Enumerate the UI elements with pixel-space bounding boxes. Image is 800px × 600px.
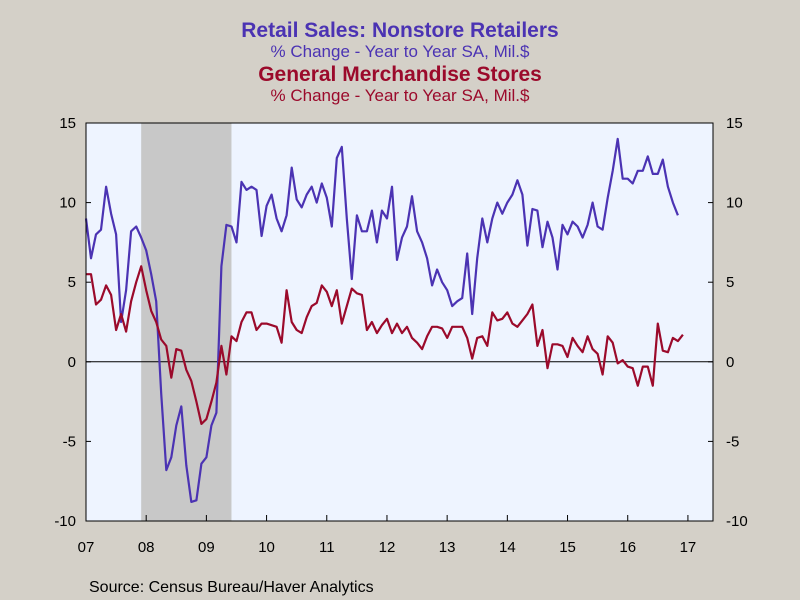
series-lines: [84, 137, 684, 503]
x-tick-label: 08: [138, 539, 155, 556]
y-tick-label-left: 0: [68, 354, 76, 371]
series-line-1: [84, 137, 679, 503]
y-tick-label-right: -10: [726, 513, 748, 530]
x-tick-label: 07: [78, 539, 95, 556]
x-tick-label: 12: [379, 539, 396, 556]
x-tick-label: 09: [198, 539, 215, 556]
y-tick-label-left: -10: [54, 513, 76, 530]
x-tick-label: 14: [499, 539, 516, 556]
series-1-title: Retail Sales: Nonstore Retailers: [241, 19, 559, 42]
series-2-subtitle: % Change - Year to Year SA, Mil.$: [270, 86, 530, 105]
y-tick-label-right: 15: [726, 115, 743, 132]
y-tick-label-right: 0: [726, 354, 734, 371]
x-tick-label: 13: [439, 539, 456, 556]
y-tick-label-left: 5: [68, 274, 76, 291]
x-tick-label: 16: [619, 539, 636, 556]
series-line-2: [86, 265, 684, 425]
x-tick-label: 10: [258, 539, 275, 556]
y-tick-label-right: 10: [726, 195, 743, 212]
series-2-title: General Merchandise Stores: [258, 63, 542, 86]
x-tick-label: 15: [559, 539, 576, 556]
series-1-subtitle: % Change - Year to Year SA, Mil.$: [270, 42, 530, 61]
y-tick-label-left: -5: [63, 433, 76, 450]
y-tick-label-left: 15: [59, 115, 76, 132]
source-note: Source: Census Bureau/Haver Analytics: [89, 579, 374, 596]
x-tick-label: 11: [319, 539, 335, 556]
y-tick-label-left: 10: [59, 195, 76, 212]
x-tick-label: 17: [680, 539, 697, 556]
plot-frame: [85, 122, 714, 522]
y-tick-label-right: 5: [726, 274, 734, 291]
y-tick-label-right: -5: [726, 433, 739, 450]
